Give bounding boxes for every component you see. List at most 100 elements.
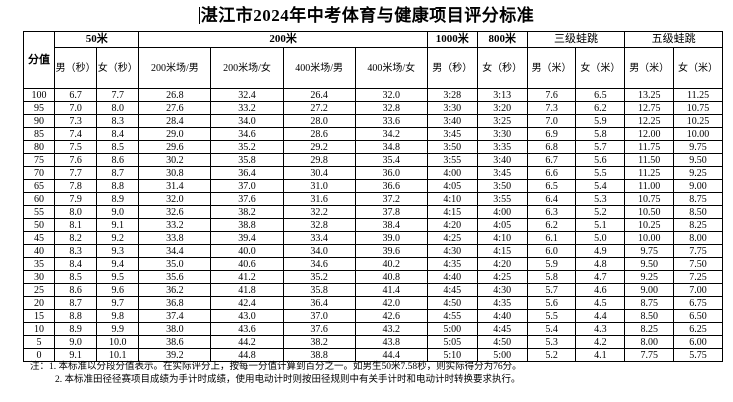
table-cell: 37.0	[210, 179, 284, 193]
table-cell: 5:10	[426, 348, 478, 362]
table-cell: 4:45	[476, 322, 528, 336]
table-cell: 3:55	[426, 153, 478, 167]
table-cell: 7.8	[54, 179, 98, 193]
table-cell: 4:40	[426, 270, 478, 284]
table-cell: 4.4	[575, 309, 626, 323]
table-cell: 9.4	[96, 257, 140, 271]
table-cell: 8.7	[96, 166, 140, 180]
header-200m: 200米	[138, 31, 428, 48]
table-row: 75 7.6 8.6 30.2 35.8 29.8 35.4 3:55 3:40 6.7 5.6 11…	[22, 153, 723, 167]
table-cell: 5.8	[575, 127, 626, 141]
table-row: 55 8.0 9.0 32.6 38.2 32.2 37.8 4:15 4:00 6.3 5.2 10…	[22, 205, 723, 219]
table-cell: 8.4	[54, 257, 98, 271]
header-triple-frog-jump: 三级蛙跳	[526, 31, 626, 48]
table-cell: 6.9	[526, 127, 577, 141]
table-cell: 8.8	[54, 309, 98, 323]
score-value-cell: 45	[22, 231, 56, 245]
table-cell: 8.3	[96, 114, 140, 128]
table-cell: 42.0	[354, 296, 428, 310]
table-cell: 8.5	[96, 140, 140, 154]
table-cell: 29.0	[138, 127, 212, 141]
score-value-cell: 15	[22, 309, 56, 323]
subheader-five-jump-female: 女（米）	[673, 47, 723, 89]
table-cell: 3:45	[476, 166, 528, 180]
table-row: 85 7.4 8.4 29.0 34.6 28.6 34.2 3:45 3:30 6.9 5.8 12…	[22, 127, 723, 141]
table-cell: 9.8	[96, 309, 140, 323]
subheader-200m-field-male: 200米场/男	[138, 47, 212, 89]
table-cell: 4:30	[476, 283, 528, 297]
table-cell: 4:20	[426, 218, 478, 232]
table-cell: 8.0	[54, 205, 98, 219]
table-cell: 3:55	[476, 192, 528, 206]
table-cell: 8.25	[673, 218, 723, 232]
table-cell: 33.2	[138, 218, 212, 232]
table-cell: 7.75	[624, 348, 675, 362]
table-cell: 8.75	[673, 192, 723, 206]
table-cell: 39.2	[138, 348, 212, 362]
table-cell: 9.1	[54, 348, 98, 362]
score-value-cell: 55	[22, 205, 56, 219]
table-cell: 9.75	[673, 140, 723, 154]
table-cell: 8.6	[54, 283, 98, 297]
table-cell: 44.4	[354, 348, 428, 362]
table-cell: 34.8	[354, 140, 428, 154]
score-value-cell: 5	[22, 335, 56, 349]
table-cell: 4:45	[426, 283, 478, 297]
text-cursor	[198, 7, 200, 24]
table-cell: 42.4	[210, 296, 284, 310]
table-cell: 11.75	[624, 140, 675, 154]
table-cell: 4:10	[426, 192, 478, 206]
table-cell: 5:00	[426, 322, 478, 336]
table-cell: 7.00	[673, 283, 723, 297]
score-value-cell: 85	[22, 127, 56, 141]
table-cell: 7.6	[526, 88, 577, 102]
subheader-400m-field-male: 400米场/男	[282, 47, 356, 89]
table-cell: 37.6	[282, 322, 356, 336]
table-cell: 34.4	[138, 244, 212, 258]
score-table: 分值 50米 200米 1000米 800米 三级蛙跳 五级蛙跳 男（秒） 女（…	[22, 31, 723, 362]
table-cell: 7.9	[54, 192, 98, 206]
table-cell: 7.7	[96, 88, 140, 102]
table-cell: 9.1	[96, 218, 140, 232]
table-cell: 12.75	[624, 101, 675, 115]
table-cell: 5.6	[526, 296, 577, 310]
table-cell: 43.8	[354, 335, 428, 349]
table-cell: 8.9	[96, 192, 140, 206]
table-cell: 9.75	[624, 244, 675, 258]
table-row: 40 8.3 9.3 34.4 40.0 34.0 39.6 4:30 4:15 6.0 4.9 9.…	[22, 244, 723, 258]
table-cell: 34.0	[210, 114, 284, 128]
score-value-cell: 100	[22, 88, 56, 102]
table-cell: 40.2	[354, 257, 428, 271]
table-cell: 4:00	[426, 166, 478, 180]
table-cell: 3:28	[426, 88, 478, 102]
table-cell: 5:05	[426, 335, 478, 349]
table-cell: 12.00	[624, 127, 675, 141]
table-cell: 8.75	[624, 296, 675, 310]
table-cell: 36.2	[138, 283, 212, 297]
table-cell: 4:50	[426, 296, 478, 310]
table-cell: 9.7	[96, 296, 140, 310]
table-cell: 5.2	[575, 205, 626, 219]
table-cell: 9.0	[54, 335, 98, 349]
table-cell: 26.4	[282, 88, 356, 102]
table-cell: 8.50	[673, 205, 723, 219]
table-row: 50 8.1 9.1 33.2 38.8 32.8 38.4 4:20 4:05 6.2 5.1 10…	[22, 218, 723, 232]
subheader-50m-female: 女（秒）	[96, 47, 140, 89]
table-cell: 6.0	[526, 244, 577, 258]
table-cell: 43.0	[210, 309, 284, 323]
table-row: 30 8.5 9.5 35.6 41.2 35.2 40.8 4:40 4:25 5.8 4.7 9.…	[22, 270, 723, 284]
table-row: 65 7.8 8.8 31.4 37.0 31.0 36.6 4:05 3:50 6.5 5.4 11…	[22, 179, 723, 193]
score-value-cell: 40	[22, 244, 56, 258]
table-cell: 3:25	[476, 114, 528, 128]
table-cell: 32.0	[354, 88, 428, 102]
table-cell: 36.4	[282, 296, 356, 310]
table-cell: 4.9	[575, 244, 626, 258]
table-cell: 30.4	[282, 166, 356, 180]
table-cell: 43.6	[210, 322, 284, 336]
table-cell: 8.2	[54, 231, 98, 245]
table-cell: 8.1	[54, 218, 98, 232]
score-value-cell: 10	[22, 322, 56, 336]
table-row: 60 7.9 8.9 32.0 37.6 31.6 37.2 4:10 3:55 6.4 5.3 10…	[22, 192, 723, 206]
table-cell: 6.50	[673, 309, 723, 323]
header-800m: 800米	[476, 31, 528, 48]
